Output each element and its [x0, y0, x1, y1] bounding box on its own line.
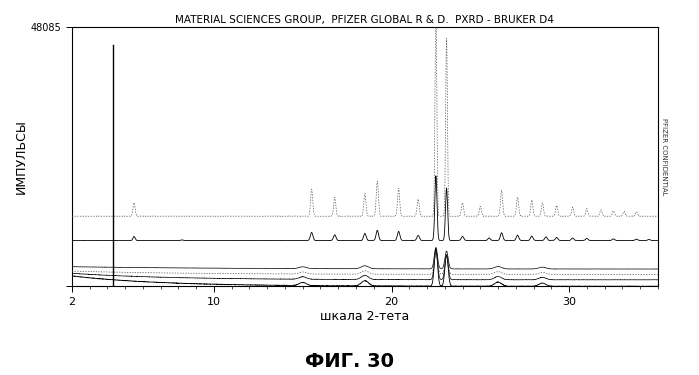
Y-axis label: ИМПУЛЬСЫ: ИМПУЛЬСЫ — [15, 119, 28, 194]
Text: ФИГ. 30: ФИГ. 30 — [305, 352, 394, 371]
Text: PFIZER CONFIDENTIAL: PFIZER CONFIDENTIAL — [661, 118, 667, 195]
X-axis label: шкала 2-тета: шкала 2-тета — [320, 309, 410, 322]
Title: MATERIAL SCIENCES GROUP,  PFIZER GLOBAL R & D.  PXRD - BRUKER D4: MATERIAL SCIENCES GROUP, PFIZER GLOBAL R… — [175, 15, 554, 25]
